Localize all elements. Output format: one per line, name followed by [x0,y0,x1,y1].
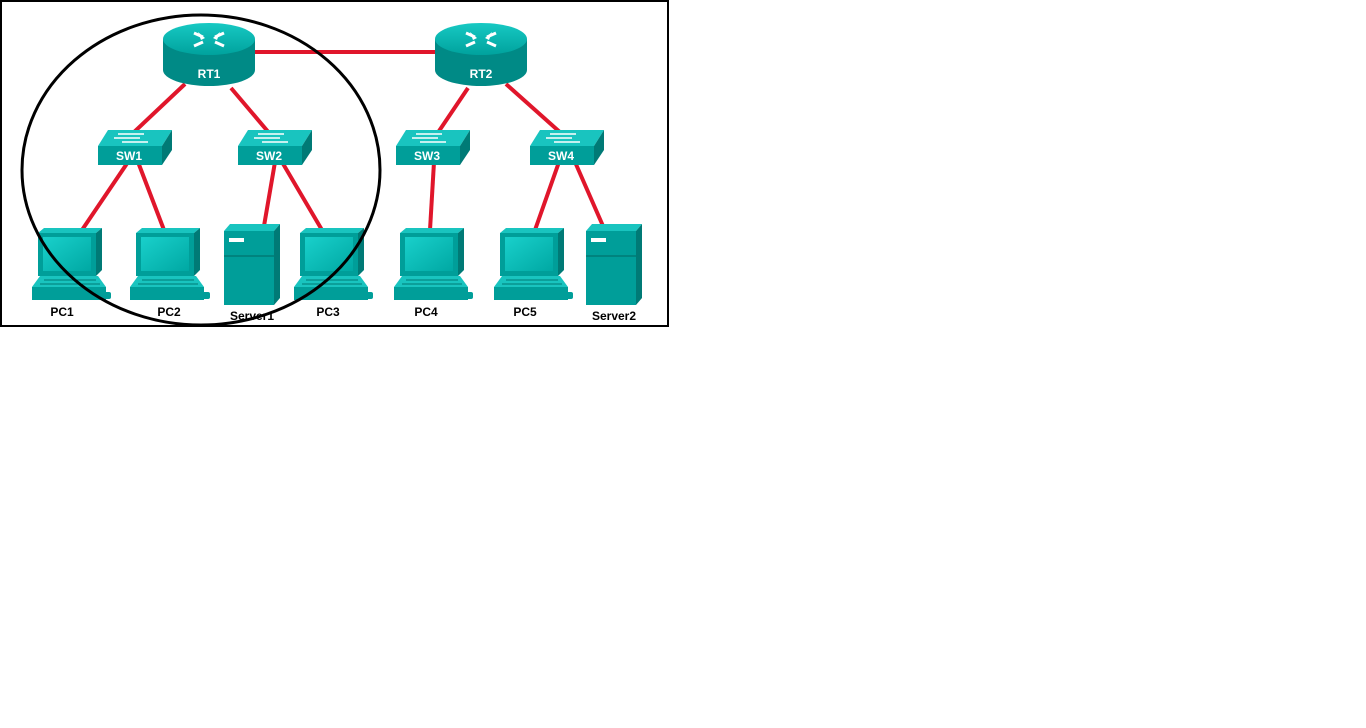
pc-icon [32,228,111,300]
switch-label: SW2 [256,149,282,163]
pc-pc5[interactable]: PC5 [494,228,573,319]
link-rt1-sw2 [229,86,272,136]
pc-icon [294,228,373,300]
link-rt1-sw1 [130,82,187,136]
link-sw4-server2 [573,161,605,227]
pc-icon [494,228,573,300]
links-layer [80,50,605,232]
switch-label: SW4 [548,149,574,163]
switch-sw3[interactable]: SW3 [396,130,470,165]
link-sw1-pc2 [136,161,166,231]
router-rt2[interactable]: RT2 [435,23,527,86]
pc-pc2[interactable]: PC2 [130,228,210,319]
pc-pc1[interactable]: PC1 [32,228,111,319]
link-sw2-server1 [262,161,277,227]
pc-label: PC4 [414,305,438,319]
pc-pc4[interactable]: PC4 [394,228,473,319]
pc-label: PC1 [50,305,74,319]
pc-label: PC2 [157,305,181,319]
network-topology-diagram: RT1 RT2 [0,0,669,327]
pc-pc3[interactable]: PC3 [294,228,373,319]
link-rt2-sw4 [504,82,564,136]
server-label: Server1 [230,309,274,323]
router-icon [435,23,527,86]
link-sw2-pc3 [280,160,324,232]
pc-icon [130,228,210,300]
router-rt1[interactable]: RT1 [163,23,255,86]
pc-label: PC5 [513,305,537,319]
pc-label: PC3 [316,305,340,319]
switch-label: SW3 [414,149,440,163]
link-rt2-sw3 [435,86,470,136]
router-label: RT2 [470,67,493,81]
topology-canvas: RT1 RT2 [20,13,642,327]
link-sw4-pc5 [533,161,561,231]
switch-sw2[interactable]: SW2 [238,130,312,165]
server-label: Server2 [592,309,636,323]
server-server1[interactable]: Server1 [224,224,280,323]
router-label: RT1 [198,67,221,81]
server-icon [224,224,280,305]
server-server2[interactable]: Server2 [586,224,642,323]
link-sw3-pc4 [428,161,436,231]
link-sw1-pc1 [80,160,130,232]
router-icon [163,23,255,86]
switch-sw4[interactable]: SW4 [530,130,604,165]
switch-icon [530,130,604,165]
switch-icon [396,130,470,165]
switch-icon [98,130,172,165]
switch-icon [238,130,312,165]
server-icon [586,224,642,305]
switch-label: SW1 [116,149,142,163]
pc-icon [394,228,473,300]
switch-sw1[interactable]: SW1 [98,130,172,165]
